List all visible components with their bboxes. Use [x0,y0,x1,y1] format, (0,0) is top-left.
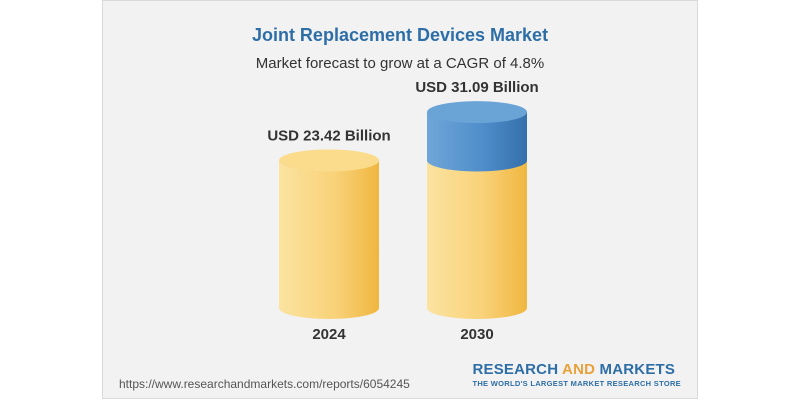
bar-2024-base [279,160,379,319]
chart-area: USD 23.42 Billion 2024 USD 31.09 Billion 20… [267,79,538,343]
brand-name: RESEARCH AND MARKETS [472,361,676,378]
category-label-2030: 2030 [460,326,493,343]
value-label-2024: USD 23.42 Billion [267,127,390,144]
bar-2030-growth [427,112,527,172]
value-label-2030: USD 31.09 Billion [415,79,538,96]
brand-logo: RESEARCH AND MARKETS THE WORLD'S LARGEST… [472,361,681,388]
category-label-2024: 2024 [312,326,346,343]
bar-2024-top [279,149,379,172]
chart-subtitle: Market forecast to grow at a CAGR of 4.8… [255,55,545,72]
chart-card: Joint Replacement Devices Market Market … [102,0,698,399]
brand-tagline: THE WORLD'S LARGEST MARKET RESEARCH STOR… [472,379,681,388]
bar-2030-base [427,160,527,319]
source-url[interactable]: https://www.researchandmarkets.com/repor… [119,377,410,391]
chart-title: Joint Replacement Devices Market [251,25,549,45]
bar-2030-top [427,101,527,124]
